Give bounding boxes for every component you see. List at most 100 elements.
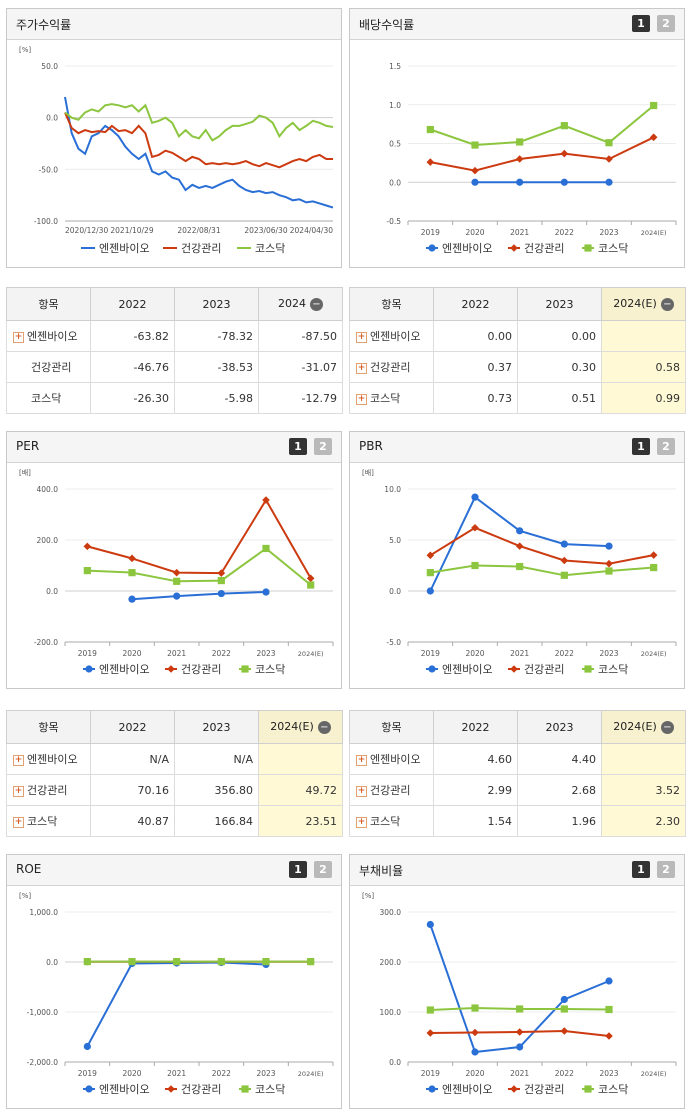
data-point (471, 493, 479, 501)
table-row: + 엔젠바이오 0.00 0.00 (349, 320, 686, 352)
view-2-button[interactable]: 2 (314, 438, 332, 455)
legend-label: 건강관리 (181, 1083, 221, 1096)
legend-marker (85, 1085, 93, 1093)
expand-icon[interactable]: + (13, 785, 24, 797)
view-2-button[interactable]: 2 (657, 15, 675, 32)
expand-icon[interactable]: + (13, 816, 24, 828)
column-header-label: 2023 (545, 720, 574, 734)
row-label-cell[interactable]: + 엔젠바이오 (6, 320, 91, 352)
row-label-cell[interactable]: + 건강관리 (349, 351, 434, 383)
value-cell: 0.51 (517, 382, 602, 414)
legend-item[interactable]: 건강관리 (165, 1083, 221, 1096)
row-label-cell[interactable]: + 엔젠바이오 (349, 743, 434, 775)
value-cell: 0.99 (601, 382, 686, 414)
legend-item[interactable]: 건강관리 (508, 663, 564, 676)
legend-item[interactable]: 건강관리 (508, 242, 564, 255)
legend-item[interactable]: 코스닥 (239, 1083, 285, 1096)
collapse-icon[interactable]: − (660, 297, 674, 311)
panel-title: PER (16, 439, 40, 453)
legend-item[interactable]: 엔젠바이오 (426, 242, 493, 255)
expand-icon[interactable]: + (356, 785, 367, 797)
column-header: 항목 (6, 710, 91, 744)
data-point (426, 920, 434, 929)
collapse-icon[interactable]: − (317, 720, 331, 734)
unit-label: [%] (19, 892, 31, 900)
legend-label: 건강관리 (524, 663, 564, 676)
legend-item[interactable]: 코스닥 (237, 242, 285, 255)
row-label-cell[interactable]: + 코스닥 (349, 382, 434, 414)
legend-item[interactable]: 건강관리 (163, 242, 221, 255)
data-point (560, 556, 569, 565)
view-2-button[interactable]: 2 (657, 861, 675, 878)
y-tick-label: 10.0 (384, 485, 401, 494)
collapse-icon[interactable]: − (660, 720, 674, 734)
data-point (560, 540, 568, 548)
expand-icon[interactable]: + (356, 816, 367, 828)
expand-icon[interactable]: + (356, 331, 367, 343)
legend-item[interactable]: 엔젠바이오 (83, 1083, 150, 1096)
value-cell: 2.30 (601, 805, 686, 837)
data-point (128, 554, 136, 563)
legend-item[interactable]: 엔젠바이오 (83, 663, 150, 676)
legend-item[interactable]: 엔젠바이오 (81, 242, 150, 255)
expand-icon[interactable]: + (13, 754, 24, 766)
expand-icon[interactable]: + (356, 393, 367, 405)
legend-item[interactable]: 코스닥 (582, 242, 628, 255)
view-2-button[interactable]: 2 (314, 861, 332, 878)
row-label-cell[interactable]: + 건강관리 (6, 774, 91, 806)
expand-icon[interactable]: + (356, 362, 367, 374)
column-header-label: 2024(E) (270, 720, 314, 734)
view-1-button[interactable]: 1 (632, 438, 650, 455)
panel-title: 배당수익률 (359, 18, 415, 32)
legend-item[interactable]: 코스닥 (239, 663, 285, 676)
series-line (430, 136, 655, 172)
legend[interactable]: 엔젠바이오 건강관리 코스닥 (426, 663, 628, 676)
row-label: 엔젠바이오 (27, 753, 78, 766)
value-cell: 0.30 (517, 351, 602, 383)
data-point (471, 1028, 479, 1037)
legend-item[interactable]: 건강관리 (508, 1083, 564, 1096)
legend-item[interactable]: 엔젠바이오 (426, 663, 493, 676)
table-header-row: 항목 2022 2023 2024− (6, 287, 343, 321)
legend[interactable]: 엔젠바이오 건강관리 코스닥 (426, 1083, 628, 1096)
legend-item[interactable]: 코스닥 (582, 663, 628, 676)
roe-header: ROE 1 2 (7, 855, 341, 886)
legend[interactable]: 엔젠바이오 건강관리 코스닥 (83, 1083, 285, 1096)
view-1-button[interactable]: 1 (289, 861, 307, 878)
expand-icon[interactable]: + (13, 331, 24, 343)
column-header-label: 2023 (545, 297, 574, 311)
table-row: + 코스닥 1.54 1.96 2.30 (349, 805, 686, 837)
data-point (515, 155, 524, 163)
view-1-button[interactable]: 1 (632, 15, 650, 32)
legend[interactable]: 엔젠바이오 건강관리 코스닥 (426, 242, 628, 255)
panel-title: 주가수익률 (16, 18, 72, 32)
expand-icon[interactable]: + (356, 754, 367, 766)
row-label-cell[interactable]: + 엔젠바이오 (6, 743, 91, 775)
series-line (87, 547, 312, 586)
row-label-cell[interactable]: + 건강관리 (349, 774, 434, 806)
legend-item[interactable]: 건강관리 (165, 663, 221, 676)
row-label-cell[interactable]: + 코스닥 (6, 805, 91, 837)
view-2-button[interactable]: 2 (657, 438, 675, 455)
value-cell: 0.58 (601, 351, 686, 383)
view-1-button[interactable]: 1 (632, 861, 650, 878)
legend[interactable]: 엔젠바이오 건강관리 코스닥 (83, 663, 285, 676)
view-1-button[interactable]: 1 (289, 438, 307, 455)
collapse-icon[interactable]: − (310, 297, 323, 311)
value-cell: N/A (90, 743, 175, 775)
unit-label: [%] (362, 892, 374, 900)
data-point (262, 544, 270, 553)
row-label-cell[interactable]: + 코스닥 (349, 805, 434, 837)
column-header: 2022 (90, 287, 175, 321)
legend-label: 코스닥 (255, 242, 285, 255)
legend-item[interactable]: 코스닥 (582, 1083, 628, 1096)
x-tick-label: 2024(E) (641, 1070, 667, 1078)
row-label-cell[interactable]: + 엔젠바이오 (349, 320, 434, 352)
data-point (605, 155, 613, 163)
data-point (605, 178, 613, 186)
table-row: + 건강관리 2.99 2.68 3.52 (349, 774, 686, 806)
legend-item[interactable]: 엔젠바이오 (426, 1083, 493, 1096)
series-3 (426, 1004, 613, 1014)
legend-marker (584, 1085, 592, 1093)
legend[interactable]: 엔젠바이오 건강관리 코스닥 (81, 242, 285, 255)
